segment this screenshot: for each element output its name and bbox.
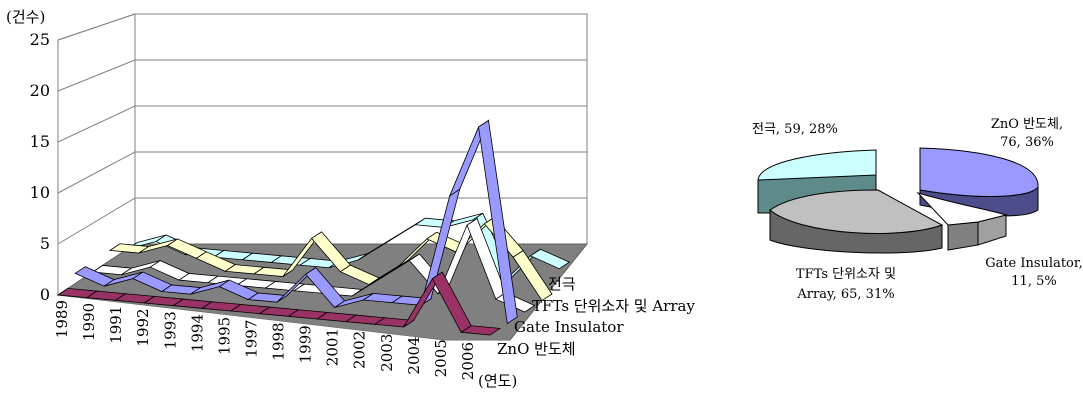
x-tick-label-2005: 2005	[432, 339, 450, 377]
exploded-pie-chart: 전극, 59, 28% ZnO 반도체, 76, 36% TFTs 단위소자 및…	[752, 117, 1083, 302]
pie-slice-gate-side	[947, 221, 979, 251]
y-tick-label-20: 20	[30, 81, 50, 100]
x-tick-label-1994: 1994	[188, 314, 206, 352]
series-ribbon-3	[74, 119, 518, 325]
series-ribbon-1	[108, 216, 553, 302]
x-tick-label-1995: 1995	[215, 317, 233, 355]
ribbon-segment-3-14	[478, 119, 518, 325]
y-tick-label-5: 5	[40, 234, 50, 253]
x-tick-label-2002: 2002	[351, 331, 369, 369]
x-axis-ticks: 1989 1990 1991 1992 1993 1994 1995 1997 1998 1999…	[53, 300, 477, 380]
series-ribbon-4	[56, 271, 502, 336]
pie-slice-tfts	[769, 189, 944, 234]
pie-label-gate: Gate Insulator, 11, 5%	[985, 256, 1083, 289]
chart-back-wall	[134, 13, 588, 245]
series-ribbons	[56, 119, 571, 336]
pie-label-gate-line2: 11, 5%	[1011, 274, 1056, 289]
pie-label-zno: ZnO 반도체, 76, 36%	[991, 117, 1063, 150]
y-tick-label-15: 15	[30, 132, 50, 151]
pie-label-tfts-line1: TFTs 단위소자 및	[796, 267, 896, 282]
x-tick-label-1991: 1991	[107, 306, 125, 344]
gridline-side-20	[57, 59, 136, 92]
pie-label-tfts-line2: Array, 65, 31%	[796, 287, 894, 302]
x-unit-label: (연도)	[478, 372, 517, 390]
x-tick-label-1992: 1992	[134, 308, 152, 346]
series-label-2: TFTs 단위소자 및 Array	[532, 297, 695, 315]
pie-label-zno-line2: 76, 36%	[1000, 135, 1054, 150]
x-tick-label-1999: 1999	[297, 325, 315, 363]
pie-slice-electrode	[757, 149, 877, 181]
ribbon-segment-4-14	[460, 325, 502, 336]
x-tick-label-1993: 1993	[161, 311, 179, 349]
gridline-side-10	[57, 151, 136, 194]
y-axis-ticks: 0 5 10 15 20 25	[30, 30, 50, 304]
gridline-side-25	[57, 13, 136, 41]
series-label-3: Gate Insulator	[514, 318, 624, 336]
pie-label-zno-line1: ZnO 반도체,	[991, 117, 1063, 132]
gridline-side-5	[57, 197, 136, 245]
x-tick-label-2004: 2004	[405, 336, 423, 374]
x-tick-label-2003: 2003	[378, 334, 396, 372]
y-tick-label-0: 0	[40, 285, 50, 304]
y-unit-label: (건수)	[6, 8, 45, 26]
pie-slice-zno	[919, 147, 1039, 197]
x-tick-label-2006: 2006	[459, 342, 477, 380]
gridline-side-15	[57, 105, 136, 143]
ribbon-segment-1-14	[512, 249, 553, 302]
ribbon-segment-0-14	[529, 248, 571, 270]
x-tick-label-1997: 1997	[242, 320, 260, 358]
pie-label-tfts: TFTs 단위소자 및 Array, 65, 31%	[796, 267, 896, 302]
x-tick-label-1998: 1998	[270, 322, 288, 360]
pie-slice-gate	[916, 192, 1008, 226]
x-tick-label-1990: 1990	[80, 303, 98, 341]
series-label-4: ZnO 반도체	[497, 340, 576, 358]
y-tick-label-25: 25	[30, 30, 50, 49]
chart-floor-front	[58, 295, 510, 340]
pie-label-electrode: 전극, 59, 28%	[752, 122, 838, 137]
pie-label-electrode-line1: 전극, 59, 28%	[752, 122, 838, 137]
x-tick-label-2001: 2001	[324, 328, 342, 366]
series-label-1: 전극	[548, 275, 576, 293]
x-tick-label-1989: 1989	[53, 300, 71, 338]
y-tick-label-10: 10	[30, 183, 50, 202]
pie-label-gate-line1: Gate Insulator,	[985, 256, 1083, 271]
